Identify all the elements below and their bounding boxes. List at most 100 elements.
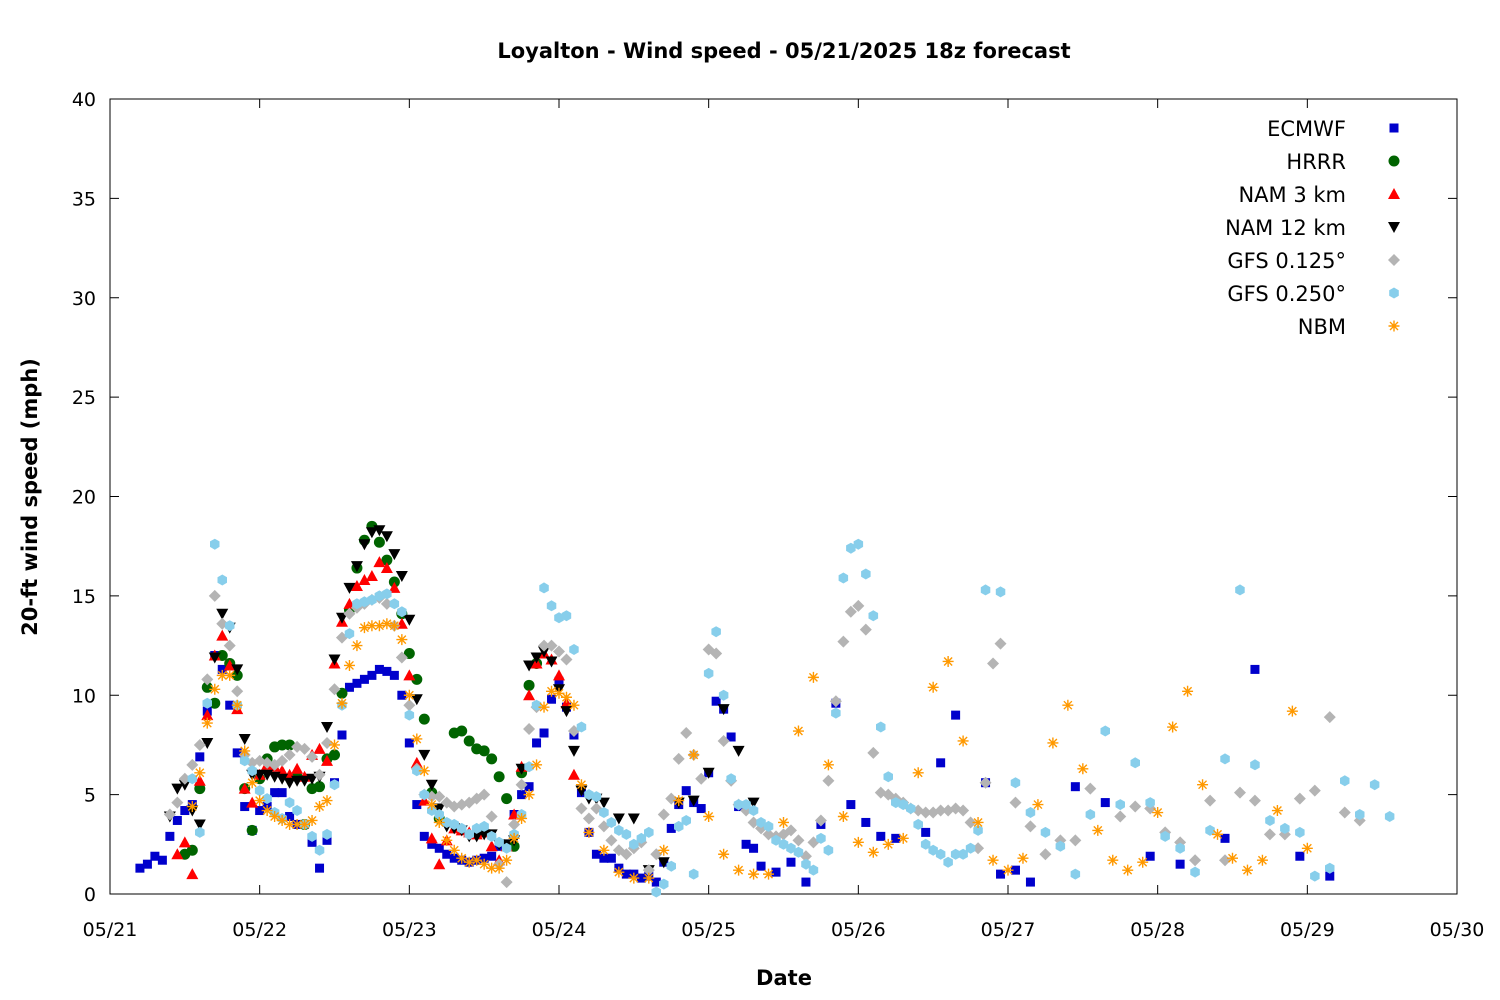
data-point <box>1220 833 1230 843</box>
data-point <box>718 689 729 701</box>
data-point <box>1114 810 1127 823</box>
data-point <box>868 610 879 622</box>
data-point <box>883 771 893 783</box>
data-point <box>688 749 700 761</box>
data-point <box>936 758 946 768</box>
data-point <box>1308 784 1321 797</box>
data-point <box>807 671 819 683</box>
data-point <box>285 811 295 821</box>
data-point <box>163 808 176 821</box>
data-point <box>486 862 498 874</box>
data-point <box>238 733 251 745</box>
data-point <box>763 820 774 832</box>
x-tick-label: 05/26 <box>831 919 886 941</box>
data-point <box>523 789 535 801</box>
data-point <box>201 737 214 749</box>
data-point <box>276 814 288 826</box>
data-point <box>343 582 356 594</box>
data-point <box>627 813 640 825</box>
data-point <box>837 810 849 822</box>
data-point <box>397 690 407 700</box>
data-point <box>1250 759 1260 771</box>
data-point <box>208 589 221 602</box>
data-point <box>373 536 385 548</box>
data-point <box>643 872 655 884</box>
data-point <box>531 699 542 711</box>
x-tick-label: 05/25 <box>681 919 736 941</box>
data-point <box>463 735 475 747</box>
data-point <box>1338 806 1351 819</box>
legend-label: GFS 0.125° <box>1227 249 1346 273</box>
data-point <box>688 868 699 880</box>
data-point <box>747 797 760 809</box>
data-point <box>350 561 363 573</box>
x-tick-label: 05/22 <box>232 919 287 941</box>
data-point <box>315 863 325 873</box>
data-point <box>262 793 272 805</box>
data-point <box>934 804 947 817</box>
data-point <box>524 761 534 773</box>
data-point <box>373 556 386 568</box>
data-point <box>629 838 639 850</box>
data-point <box>433 858 446 870</box>
data-point <box>621 869 631 879</box>
x-tick-label: 05/30 <box>1430 919 1485 941</box>
data-point <box>208 652 221 664</box>
data-point <box>568 699 580 711</box>
data-point <box>1160 830 1170 842</box>
data-point <box>463 856 475 868</box>
data-point <box>703 810 715 822</box>
data-point <box>313 742 326 754</box>
data-point <box>972 816 984 828</box>
data-point <box>193 738 206 751</box>
data-point <box>225 700 235 710</box>
data-point <box>201 709 214 721</box>
data-point <box>613 866 625 878</box>
data-point <box>171 848 184 860</box>
legend-marker <box>1389 123 1399 133</box>
x-tick-label: 05/24 <box>532 919 587 941</box>
series-gfs-0-125- <box>163 589 1366 889</box>
data-point <box>493 862 505 874</box>
data-point <box>801 877 811 887</box>
data-point <box>1107 854 1119 866</box>
y-tick-label: 10 <box>72 685 96 707</box>
y-axis-label: 20-ft wind speed (mph) <box>18 358 42 636</box>
data-point <box>951 710 961 720</box>
data-point <box>365 570 378 581</box>
data-point <box>778 838 789 850</box>
data-point <box>1280 822 1290 834</box>
data-point <box>636 832 647 844</box>
data-point <box>822 774 835 787</box>
data-point <box>389 598 400 610</box>
data-point <box>425 779 438 791</box>
chart-title: Loyalton - Wind speed - 05/21/2025 18z f… <box>497 39 1070 63</box>
data-point <box>395 571 408 582</box>
data-point <box>1010 865 1020 875</box>
y-tick-label: 15 <box>72 586 96 608</box>
data-point <box>313 768 326 781</box>
data-point <box>1100 798 1110 808</box>
data-point <box>913 818 923 830</box>
data-point <box>583 826 595 838</box>
data-point <box>343 659 355 671</box>
data-point <box>321 722 334 734</box>
data-point <box>380 531 393 543</box>
data-point <box>614 824 624 836</box>
y-tick-label: 40 <box>72 89 96 111</box>
data-point <box>545 639 558 652</box>
y-tick-label: 20 <box>72 487 96 509</box>
data-point <box>291 762 304 774</box>
data-point <box>186 758 199 771</box>
data-point <box>553 669 565 681</box>
data-point <box>456 725 468 737</box>
data-point <box>748 805 759 816</box>
series-nbm <box>186 618 1313 884</box>
data-point <box>223 659 236 671</box>
legend-marker <box>1388 222 1400 233</box>
data-point <box>485 810 498 823</box>
data-point <box>846 800 856 810</box>
data-point <box>291 818 303 830</box>
data-point <box>306 814 318 826</box>
data-point <box>382 666 392 676</box>
